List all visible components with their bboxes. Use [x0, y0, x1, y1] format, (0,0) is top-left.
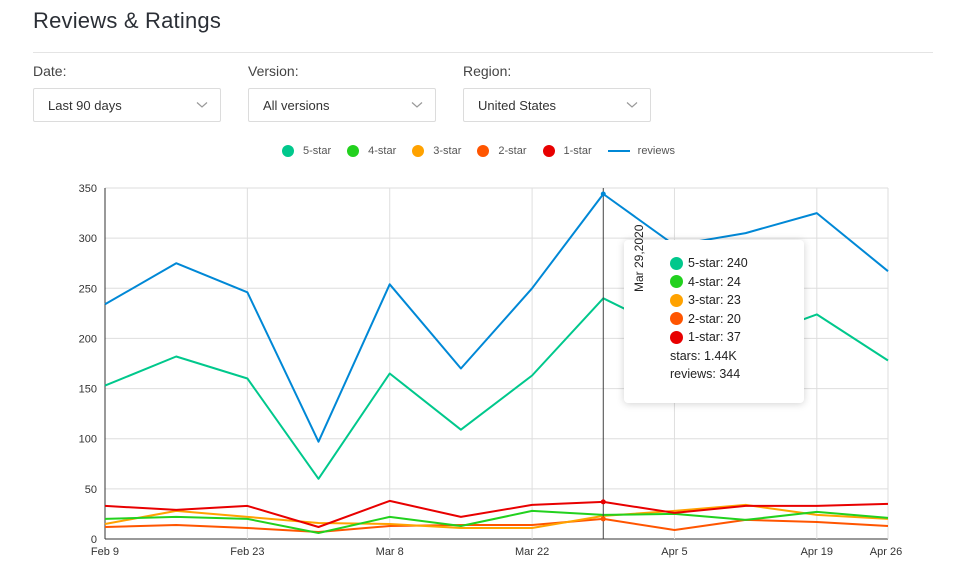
legend-marker	[282, 145, 295, 157]
date-filter-label: Date:	[33, 63, 67, 79]
legend-item-4-star[interactable]: 4-star	[347, 145, 396, 157]
legend-label: 5-star	[303, 145, 332, 157]
region-select[interactable]: United States	[463, 88, 651, 122]
legend-label: 2-star	[498, 145, 527, 157]
date-filter: Date: Last 90 days	[33, 63, 221, 122]
legend-item-1-star[interactable]: 1-star	[542, 145, 592, 157]
legend-marker	[477, 145, 490, 157]
region-select-value: United States	[478, 97, 557, 113]
tooltip-rows: 5-star: 240 4-star: 24 3-star: 23 2-star: 2…	[670, 254, 748, 384]
tooltip-row-label: 2-star: 20	[688, 311, 741, 326]
tooltip-row-label: 3-star: 23	[688, 293, 741, 307]
chart-tooltip: Mar 29,2020 5-star: 240 4-star: 24 3-star:…	[624, 225, 804, 403]
chart-legend: 5-star 4-star 3-star 2-star 1-star reviews	[0, 145, 973, 157]
tooltip-dot	[670, 275, 683, 289]
legend-marker	[347, 145, 360, 157]
x-tick-label: Feb 23	[230, 546, 264, 558]
x-tick-label: Apr 19	[801, 546, 833, 558]
x-tick-label: Mar 8	[376, 546, 404, 558]
region-filter: Region: United States	[463, 63, 651, 122]
legend-label: 1-star	[563, 145, 592, 157]
y-tick-label: 200	[79, 333, 97, 345]
tooltip-row-label: 5-star: 240	[688, 256, 748, 270]
date-select-value: Last 90 days	[48, 97, 122, 113]
legend-label: 4-star	[368, 145, 397, 157]
tooltip-dot	[670, 312, 683, 326]
x-tick-label: Feb 9	[91, 546, 119, 558]
series-line-4-star	[104, 509, 889, 534]
hover-point-2-star	[600, 516, 606, 522]
chevron-down-icon	[626, 102, 638, 108]
version-select[interactable]: All versions	[248, 88, 436, 122]
y-tick-label: 350	[79, 183, 97, 195]
x-tick-label: Apr 5	[661, 546, 687, 558]
legend-item-5-star[interactable]: 5-star	[282, 145, 331, 157]
title-divider	[33, 52, 933, 53]
tooltip-reviews-total: reviews: 344	[670, 367, 741, 381]
legend-label: 3-star	[433, 145, 462, 157]
series-line-1-star	[104, 499, 889, 528]
tooltip-row: 4-star: 24	[670, 273, 748, 292]
series-line-reviews	[104, 193, 889, 443]
tooltip-dot	[670, 256, 683, 270]
legend-marker	[412, 145, 425, 157]
tooltip-dot	[670, 293, 683, 307]
page-title: Reviews & Ratings	[33, 8, 222, 33]
legend-marker	[542, 145, 555, 157]
tooltip-stars-total: stars: 1.44K	[670, 348, 737, 363]
x-tick-label: Mar 22	[515, 546, 549, 558]
tooltip-dot	[670, 330, 683, 344]
series-line-2-star	[104, 517, 889, 533]
version-filter-label: Version:	[248, 63, 299, 79]
y-tick-label: 150	[79, 384, 97, 396]
version-filter: Version: All versions	[248, 63, 436, 122]
chevron-down-icon	[411, 102, 423, 108]
tooltip-row-label: 1-star: 37	[688, 330, 741, 344]
version-select-value: All versions	[263, 97, 330, 113]
legend-marker	[607, 150, 630, 152]
tooltip-row: 3-star: 23	[670, 291, 748, 310]
legend-item-3-star[interactable]: 3-star	[412, 145, 461, 157]
chevron-down-icon	[196, 102, 208, 108]
tooltip-row: 2-star: 20	[670, 310, 748, 329]
region-filter-label: Region:	[463, 63, 512, 79]
x-tick-label: Apr 26	[870, 546, 902, 558]
hover-point-1-star	[600, 499, 606, 505]
tooltip-row: 1-star: 37	[670, 328, 748, 347]
y-tick-label: 0	[91, 534, 97, 546]
tooltip-row: 5-star: 240	[670, 254, 748, 273]
legend-item-2-star[interactable]: 2-star	[477, 145, 527, 157]
tooltip-date: Mar 29,2020	[632, 224, 646, 292]
y-tick-label: 100	[79, 434, 97, 446]
legend-label: reviews	[637, 145, 675, 157]
y-tick-label: 50	[85, 484, 97, 496]
tooltip-row-label: 4-star: 24	[688, 274, 741, 289]
y-tick-label: 250	[79, 283, 97, 295]
hover-point-reviews	[600, 191, 606, 197]
y-tick-label: 300	[79, 233, 97, 245]
date-select[interactable]: Last 90 days	[33, 88, 221, 122]
legend-item-reviews[interactable]: reviews	[607, 145, 675, 157]
